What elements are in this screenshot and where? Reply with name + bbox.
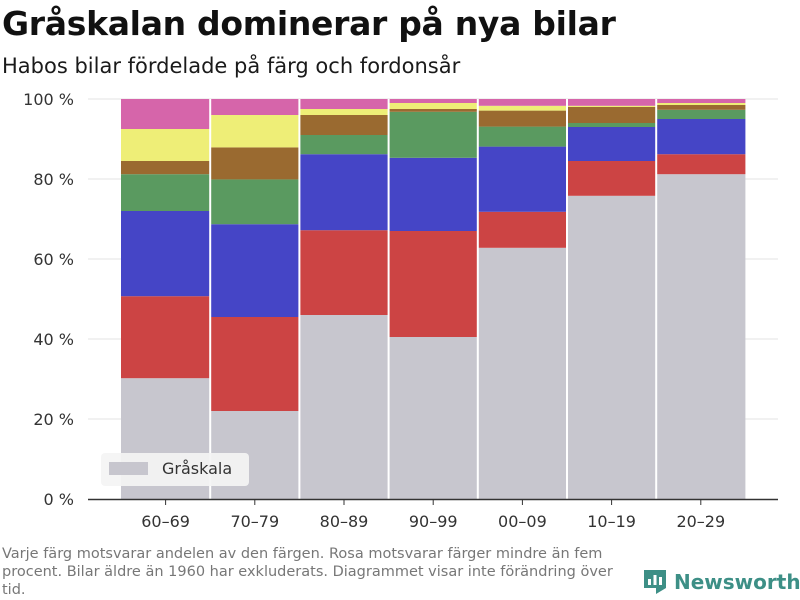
bar-segment[interactable] [210, 147, 300, 180]
chart-subtitle: Habos bilar fördelade på färg och fordon… [2, 54, 461, 78]
bar-segment[interactable] [477, 247, 567, 499]
newsworthy-logo[interactable]: Newsworthy [644, 570, 800, 594]
bar-segment[interactable] [477, 126, 567, 147]
bar-segment[interactable] [299, 135, 389, 155]
bar-segment[interactable] [388, 157, 478, 231]
x-tick-label: 60–69 [141, 512, 190, 531]
bar-segment[interactable] [210, 115, 300, 148]
bar-segment[interactable] [299, 230, 389, 315]
bar-segment[interactable] [656, 99, 746, 103]
bar-segment[interactable] [656, 109, 746, 119]
legend-box [101, 453, 249, 486]
y-tick-label: 40 % [33, 330, 74, 349]
bar-segment[interactable] [299, 115, 389, 135]
bar-segment[interactable] [210, 224, 300, 317]
bar-segment[interactable] [210, 179, 300, 225]
bar-segment[interactable] [388, 337, 478, 499]
y-tick-label: 100 % [23, 90, 74, 109]
legend-label: Gråskala [162, 459, 232, 478]
bar-segment[interactable] [477, 146, 567, 212]
y-axis: 0 % 20 % 40 % 60 % 80 % 100 % [23, 90, 74, 509]
bar-segment[interactable] [656, 174, 746, 499]
x-tick-label: 80–89 [320, 512, 369, 531]
y-tick-label: 20 % [33, 410, 74, 429]
bar-segment[interactable] [656, 154, 746, 175]
bar-segment[interactable] [567, 123, 657, 127]
stacked-bar-chart: 0 % 20 % 40 % 60 % 80 % 100 % 60–69 70–79 80–89… [23, 90, 778, 531]
bar-segment[interactable] [388, 109, 478, 112]
bar-segment[interactable] [299, 154, 389, 231]
bar-segment[interactable] [210, 317, 300, 411]
bar-chart-icon [644, 570, 666, 594]
bar-segment[interactable] [656, 119, 746, 155]
bar-segment[interactable] [477, 99, 567, 106]
bar-segment[interactable] [477, 211, 567, 248]
bar-segment[interactable] [656, 105, 746, 110]
x-tick-label: 10–19 [587, 512, 636, 531]
bar-segment[interactable] [567, 127, 657, 161]
bar-segment[interactable] [210, 99, 300, 115]
bar-segment[interactable] [388, 99, 478, 103]
bar-segment[interactable] [121, 296, 211, 379]
bar-segment[interactable] [121, 129, 211, 161]
bar-segment[interactable] [121, 174, 211, 211]
bar-segment[interactable] [121, 211, 211, 297]
bar-segment[interactable] [388, 231, 478, 337]
bar-segment[interactable] [299, 99, 389, 109]
y-tick-label: 80 % [33, 170, 74, 189]
x-axis: 60–69 70–79 80–89 90–99 00–09 10–19 20–29 [88, 498, 778, 531]
bar-segment[interactable] [299, 109, 389, 115]
bar-segment[interactable] [656, 103, 746, 105]
bar-segment[interactable] [388, 111, 478, 158]
bar-segment[interactable] [567, 161, 657, 196]
footnote: Varje färg motsvarar andelen av den färg… [2, 546, 613, 598]
x-tick-label: 70–79 [230, 512, 279, 531]
bar-segment[interactable] [567, 99, 657, 106]
legend-swatch [109, 462, 148, 475]
bar-segment[interactable] [121, 99, 211, 129]
bar-segment[interactable] [299, 315, 389, 499]
bar-segment[interactable] [121, 161, 211, 175]
bar-segment[interactable] [567, 195, 657, 500]
x-tick-label: 00–09 [498, 512, 547, 531]
brand-name: Newsworthy [674, 570, 800, 594]
y-tick-label: 60 % [33, 250, 74, 269]
bar-segment[interactable] [567, 105, 657, 107]
legend: Gråskala [101, 453, 249, 486]
bar-segment[interactable] [477, 110, 567, 127]
bar-segment[interactable] [477, 105, 567, 111]
y-tick-label: 0 % [44, 490, 74, 509]
x-tick-label: 90–99 [409, 512, 458, 531]
chart-title: Gråskalan dominerar på nya bilar [2, 4, 616, 43]
x-tick-label: 20–29 [676, 512, 725, 531]
bar-segment[interactable] [388, 103, 478, 109]
bar-segment[interactable] [567, 107, 657, 123]
bars [121, 99, 746, 500]
